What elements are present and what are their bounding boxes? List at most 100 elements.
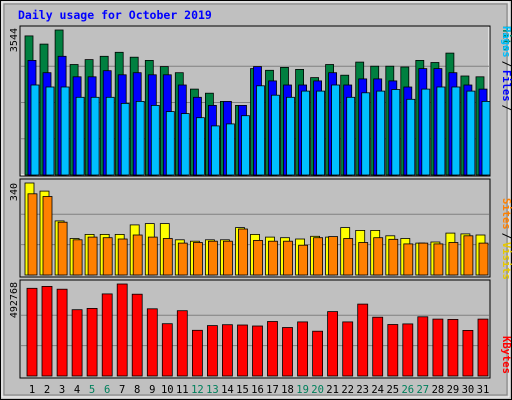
bar-kbytes-day-12 xyxy=(191,329,203,377)
bar-kbytes-day-24 xyxy=(372,316,384,377)
x-tick-label: 11 xyxy=(176,384,189,396)
bar-sites-day-18 xyxy=(283,240,293,276)
bar-pages-day-9 xyxy=(150,105,160,176)
bar-kbytes-day-6 xyxy=(101,293,113,377)
bar-kbytes-day-8 xyxy=(131,293,143,377)
bar-kbytes-day-20 xyxy=(312,330,324,377)
bar-kbytes-day-13 xyxy=(206,325,218,377)
bar-pages-day-20 xyxy=(316,90,326,176)
bar-pages-day-17 xyxy=(271,94,280,176)
x-tick-label: 28 xyxy=(432,384,445,396)
bar-kbytes-day-17 xyxy=(267,321,278,377)
x-tick-label: 30 xyxy=(462,384,475,396)
inner-bevel-dark xyxy=(3,3,508,396)
legend-visits: Visits xyxy=(500,242,512,280)
bar-kbytes-day-1 xyxy=(26,287,38,377)
bar-sites-day-29 xyxy=(448,242,459,276)
bar-pages-day-7 xyxy=(120,103,130,176)
x-tick-label: 17 xyxy=(266,384,279,396)
bar-sites-day-1 xyxy=(27,193,38,276)
bar-kbytes-day-19 xyxy=(297,321,309,377)
bar-sites-day-26 xyxy=(403,243,414,276)
bar-sites-day-17 xyxy=(268,240,278,276)
bar-kbytes-day-10 xyxy=(161,323,173,377)
bar-kbytes-day-3 xyxy=(56,288,68,377)
bar-pages-day-8 xyxy=(135,101,145,176)
bar-kbytes-day-26 xyxy=(402,323,414,377)
svg-text:/: / xyxy=(500,105,512,111)
bar-sites-day-6 xyxy=(102,237,113,276)
bar-sites-day-22 xyxy=(343,238,354,276)
panel-1-legend: Hits Files Pages / / xyxy=(500,26,512,111)
bar-pages-day-19 xyxy=(301,90,311,176)
panel-1-ymax-label: 3544 xyxy=(9,28,20,52)
x-tick-label: 15 xyxy=(236,384,249,396)
x-tick-label: 18 xyxy=(281,384,294,396)
x-tick-label: 8 xyxy=(134,384,140,396)
panel-kbytes: 492768 KBytes xyxy=(9,279,512,379)
bar-pages-day-15 xyxy=(241,115,250,176)
bar-sites-day-4 xyxy=(72,239,83,276)
bar-kbytes-day-15 xyxy=(237,324,248,377)
x-tick-label: 9 xyxy=(149,384,155,396)
bar-sites-day-7 xyxy=(117,238,128,276)
bar-pages-day-4 xyxy=(75,96,85,176)
x-tick-label: 29 xyxy=(447,384,460,396)
x-tick-label: 25 xyxy=(386,384,399,396)
bar-pages-day-3 xyxy=(60,86,70,176)
bar-kbytes-day-16 xyxy=(252,325,263,377)
bar-sites-day-28 xyxy=(433,243,444,276)
bar-sites-day-10 xyxy=(162,238,173,276)
bar-kbytes-day-5 xyxy=(86,307,98,377)
x-tick-label: 31 xyxy=(477,384,490,396)
bar-pages-day-24 xyxy=(376,90,386,176)
x-tick-label: 16 xyxy=(251,384,264,396)
bar-pages-day-6 xyxy=(105,96,115,176)
bar-kbytes-day-18 xyxy=(282,327,293,377)
bar-kbytes-day-31 xyxy=(477,318,489,377)
panel-2-bars xyxy=(21,182,489,276)
svg-text:Hits: Hits xyxy=(500,26,512,51)
bar-pages-day-18 xyxy=(286,96,295,176)
chart-title: Daily usage for October 2019 xyxy=(18,8,212,22)
bar-kbytes-day-4 xyxy=(71,309,83,377)
x-tick-label: 6 xyxy=(104,384,110,396)
bar-kbytes-day-25 xyxy=(387,324,399,377)
bar-pages-day-16 xyxy=(256,85,265,176)
x-tick-label: 22 xyxy=(341,384,354,396)
bar-pages-day-5 xyxy=(90,96,100,176)
x-tick-label: 4 xyxy=(74,384,80,396)
svg-text:Files: Files xyxy=(500,70,512,102)
bar-kbytes-day-28 xyxy=(432,318,444,377)
svg-text:/: / xyxy=(500,61,512,67)
x-tick-label: 27 xyxy=(416,384,429,396)
bar-sites-day-31 xyxy=(478,242,489,276)
bar-pages-day-2 xyxy=(45,86,55,176)
bar-sites-day-2 xyxy=(42,196,53,276)
bar-sites-day-19 xyxy=(298,244,309,276)
bar-pages-day-28 xyxy=(436,86,446,176)
x-tick-label: 26 xyxy=(401,384,414,396)
bar-sites-day-13 xyxy=(207,240,218,276)
legend-pages: Pages xyxy=(500,26,512,58)
x-tick-label: 10 xyxy=(161,384,174,396)
x-axis-labels: 1 2 3 4 5 6 7 8 9 10 11 12 13 14 15 16 17 18 19 20 21 22 23 24 2… xyxy=(29,384,489,396)
legend-hits: Hits xyxy=(500,26,512,51)
bar-sites-day-27 xyxy=(418,242,429,276)
bar-kbytes-day-14 xyxy=(221,324,233,377)
x-tick-label: 1 xyxy=(29,384,35,396)
x-tick-label: 7 xyxy=(119,384,125,396)
panel-3-ymax-label: 492768 xyxy=(9,282,20,318)
bar-pages-day-1 xyxy=(30,84,40,176)
bar-kbytes-day-2 xyxy=(41,285,53,377)
x-tick-label: 24 xyxy=(371,384,384,396)
bar-pages-day-27 xyxy=(421,88,431,176)
bar-sites-day-25 xyxy=(388,238,399,276)
x-tick-label: 5 xyxy=(89,384,95,396)
bar-kbytes-day-27 xyxy=(417,316,429,377)
bar-pages-day-29 xyxy=(451,86,461,176)
bar-kbytes-day-30 xyxy=(462,329,474,377)
bar-kbytes-day-22 xyxy=(342,321,354,377)
x-tick-label: 3 xyxy=(59,384,65,396)
bar-sites-day-3 xyxy=(57,221,68,276)
